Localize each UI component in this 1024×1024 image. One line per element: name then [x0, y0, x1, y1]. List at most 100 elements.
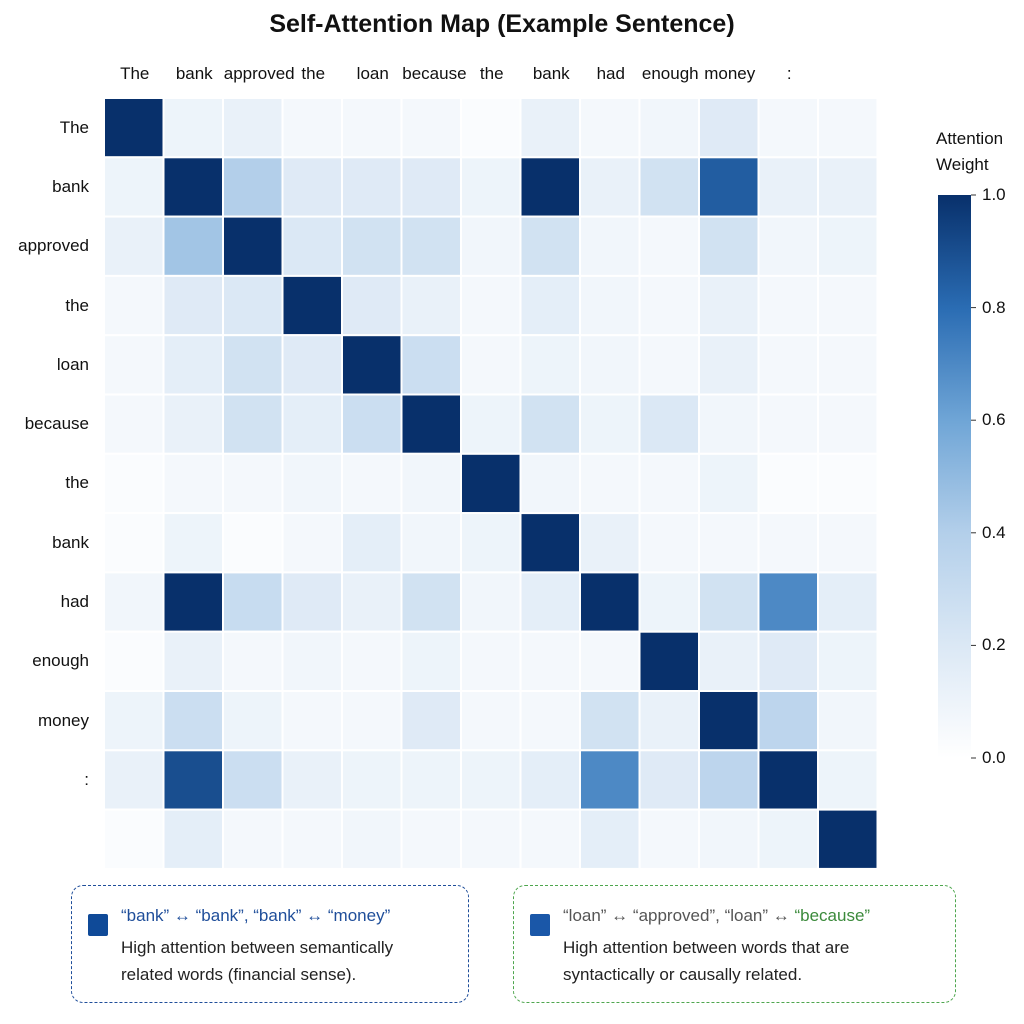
row-label: loan — [56, 354, 89, 374]
heatmap-cell — [103, 512, 165, 574]
row-label: The — [59, 117, 89, 137]
column-label: money — [704, 64, 756, 83]
heatmap-cell — [341, 215, 403, 277]
heatmap-cell — [103, 97, 165, 159]
column-label: enough — [641, 64, 699, 83]
heatmap-cell — [460, 452, 522, 515]
heatmap-cell — [460, 808, 522, 870]
column-label: bank — [532, 64, 570, 83]
heatmap-cell — [162, 452, 224, 515]
heatmap-cell — [341, 452, 403, 515]
heatmap-cell — [638, 274, 700, 337]
column-label: approved — [223, 64, 295, 83]
heatmap-cell — [341, 571, 403, 633]
heatmap-cell — [341, 334, 403, 396]
colorbar-tick-label: 0.4 — [982, 522, 1006, 542]
heatmap-cell — [222, 690, 284, 752]
heatmap-cell — [162, 571, 224, 633]
heatmap-cell — [757, 571, 819, 633]
heatmap-cell — [519, 97, 581, 159]
heatmap-cell — [103, 274, 165, 337]
heatmap-cell — [757, 749, 819, 811]
annotation-body-line: High attention between words that are — [563, 938, 850, 957]
heatmap-cell — [400, 630, 462, 693]
heatmap-cell — [103, 749, 165, 811]
heatmap-cell — [638, 215, 700, 277]
heatmap-cell — [698, 630, 760, 693]
heatmap-cell — [579, 512, 641, 574]
heatmap — [103, 97, 976, 870]
annotation-body: High attention between semantically rela… — [121, 934, 393, 988]
heatmap-cell — [281, 274, 343, 337]
heatmap-cell — [817, 274, 879, 337]
heatmap-cell — [162, 808, 224, 870]
heatmap-cell — [400, 452, 462, 515]
heatmap-cell — [638, 808, 700, 870]
heatmap-cell — [579, 215, 641, 277]
heatmap-cell — [698, 808, 760, 870]
heatmap-cell — [638, 630, 700, 693]
heatmap-cell — [103, 808, 165, 870]
heatmap-cell — [460, 156, 522, 218]
heatmap-cell — [757, 630, 819, 693]
heatmap-cell — [638, 334, 700, 396]
heatmap-cell — [579, 274, 641, 337]
heatmap-cell — [281, 808, 343, 870]
heatmap-cell — [757, 97, 819, 159]
colorbar-ticks — [971, 194, 976, 759]
heatmap-cell — [281, 334, 343, 396]
colorbar-tick-label: 1.0 — [982, 185, 1006, 204]
heatmap-cell — [281, 393, 343, 455]
column-label: loan — [356, 64, 389, 83]
heatmap-cell — [460, 630, 522, 693]
heatmap-cell — [281, 571, 343, 633]
heatmap-cell — [519, 512, 581, 574]
heatmap-cell — [400, 571, 462, 633]
heatmap-cell — [638, 571, 700, 633]
heatmap-cell — [519, 690, 581, 752]
row-label: because — [24, 414, 89, 434]
column-label: the — [301, 64, 326, 83]
colorbar-tick-label: 0.0 — [982, 748, 1006, 767]
heatmap-cell — [698, 274, 760, 337]
heatmap-cell — [817, 156, 879, 218]
heatmap-cell — [817, 452, 879, 515]
heatmap-cell — [222, 630, 284, 693]
heatmap-cell — [400, 274, 462, 337]
heatmap-cell — [698, 97, 760, 159]
heatmap-cell — [460, 334, 522, 396]
heatmap-cell — [757, 452, 819, 515]
heatmap-cell — [698, 690, 760, 752]
heatmap-cell — [460, 571, 522, 633]
heatmap-cell — [817, 512, 879, 574]
row-label: bank — [52, 532, 89, 552]
heatmap-cell — [757, 334, 819, 396]
heatmap-cell — [698, 156, 760, 218]
heatmap-cell — [817, 571, 879, 633]
heatmap-cell — [222, 512, 284, 574]
heatmap-cell — [162, 512, 224, 574]
column-label: The — [120, 64, 150, 83]
heatmap-cell — [579, 571, 641, 633]
heatmap-cell — [698, 215, 760, 277]
heatmap-cell — [817, 393, 879, 455]
annotation-heading-part: “loan” ↔ “approved”, “loan” ↔ — [563, 906, 795, 925]
heatmap-cell — [103, 630, 165, 693]
row-label: the — [65, 295, 89, 315]
heatmap-cell — [460, 512, 522, 574]
heatmap-cell — [341, 749, 403, 811]
heatmap-cell — [519, 630, 581, 693]
heatmap-cell — [817, 215, 879, 277]
heatmap-cell — [341, 630, 403, 693]
heatmap-cell — [400, 690, 462, 752]
row-label: enough — [32, 651, 89, 671]
heatmap-cell — [698, 452, 760, 515]
heatmap-cell — [817, 749, 879, 811]
annotation-body-line: syntactically or causally related. — [563, 965, 803, 984]
heatmap-cell — [281, 690, 343, 752]
heatmap-cell — [460, 97, 522, 159]
heatmap-cell — [400, 334, 462, 396]
heatmap-cell — [519, 749, 581, 811]
heatmap-cell — [222, 808, 284, 870]
heatmap-cell — [400, 215, 462, 277]
